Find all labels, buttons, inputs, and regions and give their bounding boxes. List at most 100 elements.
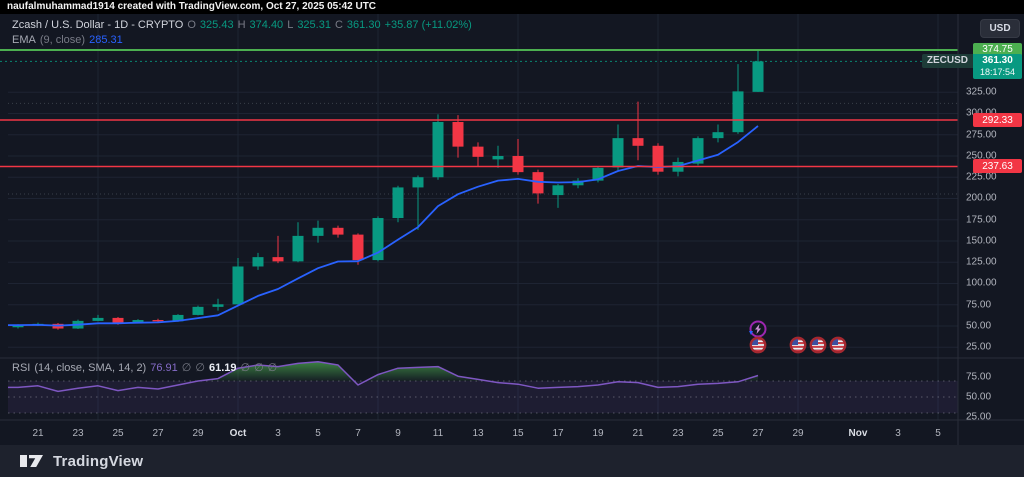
candles [12, 50, 764, 330]
time-axis-tick: 5 [315, 428, 321, 439]
candle-body [492, 155, 504, 160]
candle-body [232, 266, 244, 305]
time-axis-tick: 11 [432, 428, 444, 439]
us-flag-event-icon [749, 336, 767, 354]
price-level-label-red-1: 292.33 [973, 113, 1022, 127]
legend-segment: (9, close) [39, 34, 86, 46]
ema-line [8, 125, 759, 327]
price-axis-tick: 50.00 [966, 320, 992, 332]
candle-body [252, 257, 264, 267]
legend-segment: 325.31 [297, 19, 331, 31]
candle-body [612, 138, 624, 168]
symbol-legend: Zcash / U.S. Dollar - 1D - CRYPTO O 325.43… [12, 19, 476, 31]
bar-countdown: 18:17:54 [979, 67, 1016, 78]
price-axis-tick: 225.00 [966, 171, 997, 183]
legend-segment: ∅ [254, 362, 264, 374]
candle-body [472, 146, 484, 157]
time-axis-tick: 29 [792, 428, 804, 439]
candle-body [532, 172, 544, 194]
time-axis-tick: 3 [895, 428, 901, 439]
time-axis-tick: 27 [152, 428, 164, 439]
time-axis-tick: 19 [592, 428, 604, 439]
legend-segment: RSI [12, 362, 31, 374]
price-axis-tick: 100.00 [966, 277, 997, 289]
candle-body [152, 320, 164, 322]
chart-background [0, 14, 1024, 445]
time-axis-tick: 13 [472, 428, 484, 439]
current-price-label: ZECUSD 361.30 18:17:54 [921, 54, 1022, 80]
candle-body [412, 177, 424, 188]
rsi-axis-tick: 75.00 [966, 371, 992, 383]
candle-body [632, 138, 644, 146]
price-axis-tick: 200.00 [966, 192, 997, 204]
candle-body [732, 91, 744, 133]
ticker-tag: ZECUSD [921, 54, 973, 69]
ema-legend: EMA (9, close) 285.31 [12, 34, 127, 46]
price-level-label-red-2: 237.63 [973, 159, 1022, 174]
time-axis-tick: 5 [935, 428, 941, 439]
time-axis-tick: 7 [355, 428, 361, 439]
currency-toggle-button[interactable]: USD [980, 19, 1020, 38]
legend-segment: H [237, 19, 246, 31]
us-flag-event-icon [789, 336, 807, 354]
candle-body [312, 227, 324, 236]
time-axis-tick: Nov [848, 428, 868, 439]
candle-body [712, 132, 724, 139]
us-flag-event-icon [829, 336, 847, 354]
time-axis-tick: 21 [632, 428, 644, 439]
price-axis-tick: 175.00 [966, 214, 997, 226]
time-axis-tick: Oct [229, 428, 247, 439]
time-axis-tick: 15 [512, 428, 524, 439]
candle-body [552, 185, 564, 196]
rsi-axis-tick: 50.00 [966, 391, 992, 403]
price-axis-tick: 275.00 [966, 129, 997, 141]
price-axis-tick: 25.00 [966, 341, 992, 353]
rsi-axis-tick: 25.00 [966, 411, 992, 423]
price-axis-tick: 125.00 [966, 256, 997, 268]
legend-segment: ∅ [267, 362, 278, 374]
candle-body [592, 167, 604, 181]
time-axis-tick: 17 [552, 428, 564, 439]
last-price: 361.30 [982, 55, 1013, 67]
time-axis-tick: 9 [395, 428, 401, 439]
candle-body [372, 218, 384, 261]
candle-body [512, 155, 524, 173]
candle-body [452, 121, 464, 147]
legend-segment: Zcash / U.S. Dollar - 1D - CRYPTO [12, 19, 184, 31]
level-lines [0, 48, 958, 168]
rsi-overbought-fill [8, 361, 758, 381]
time-axis-tick: 25 [112, 428, 124, 439]
event-icons [749, 320, 847, 354]
price-axis-tick: 150.00 [966, 235, 997, 247]
time-axis-tick: 23 [72, 428, 84, 439]
candle-body [172, 314, 184, 322]
legend-segment: 374.40 [249, 19, 284, 31]
candle-body [92, 317, 104, 321]
candle-body [292, 235, 304, 262]
candle-body [692, 138, 704, 164]
candle-body [332, 227, 344, 235]
legend-segment: ∅ [195, 362, 205, 374]
borders [0, 14, 1024, 445]
candle-body [352, 234, 364, 261]
us-flag-event-icon [809, 336, 827, 354]
legend-segment: C [334, 19, 343, 31]
legend-segment: EMA [12, 34, 36, 46]
legend-segment: (14, close, SMA, 14, 2) [34, 362, 147, 374]
legend-segment: 61.19 [208, 362, 237, 374]
rsi-line [8, 361, 759, 393]
brand-name: TradingView [53, 452, 144, 470]
time-axis-tick: 25 [712, 428, 724, 439]
time-axis-tick: 23 [672, 428, 684, 439]
candle-body [752, 61, 764, 92]
legend-segment: ∅ [240, 362, 251, 374]
candle-body [652, 145, 664, 172]
time-axis-tick: 29 [192, 428, 204, 439]
legend-segment: L [287, 19, 294, 31]
legend-segment: 285.31 [89, 34, 123, 46]
time-axis-tick: 21 [32, 428, 44, 439]
price-axis-tick: 250.00 [966, 150, 997, 162]
price-level-label-green: 374.75 [973, 42, 1022, 57]
legend-segment: +35.87 (+11.02%) [384, 19, 472, 31]
